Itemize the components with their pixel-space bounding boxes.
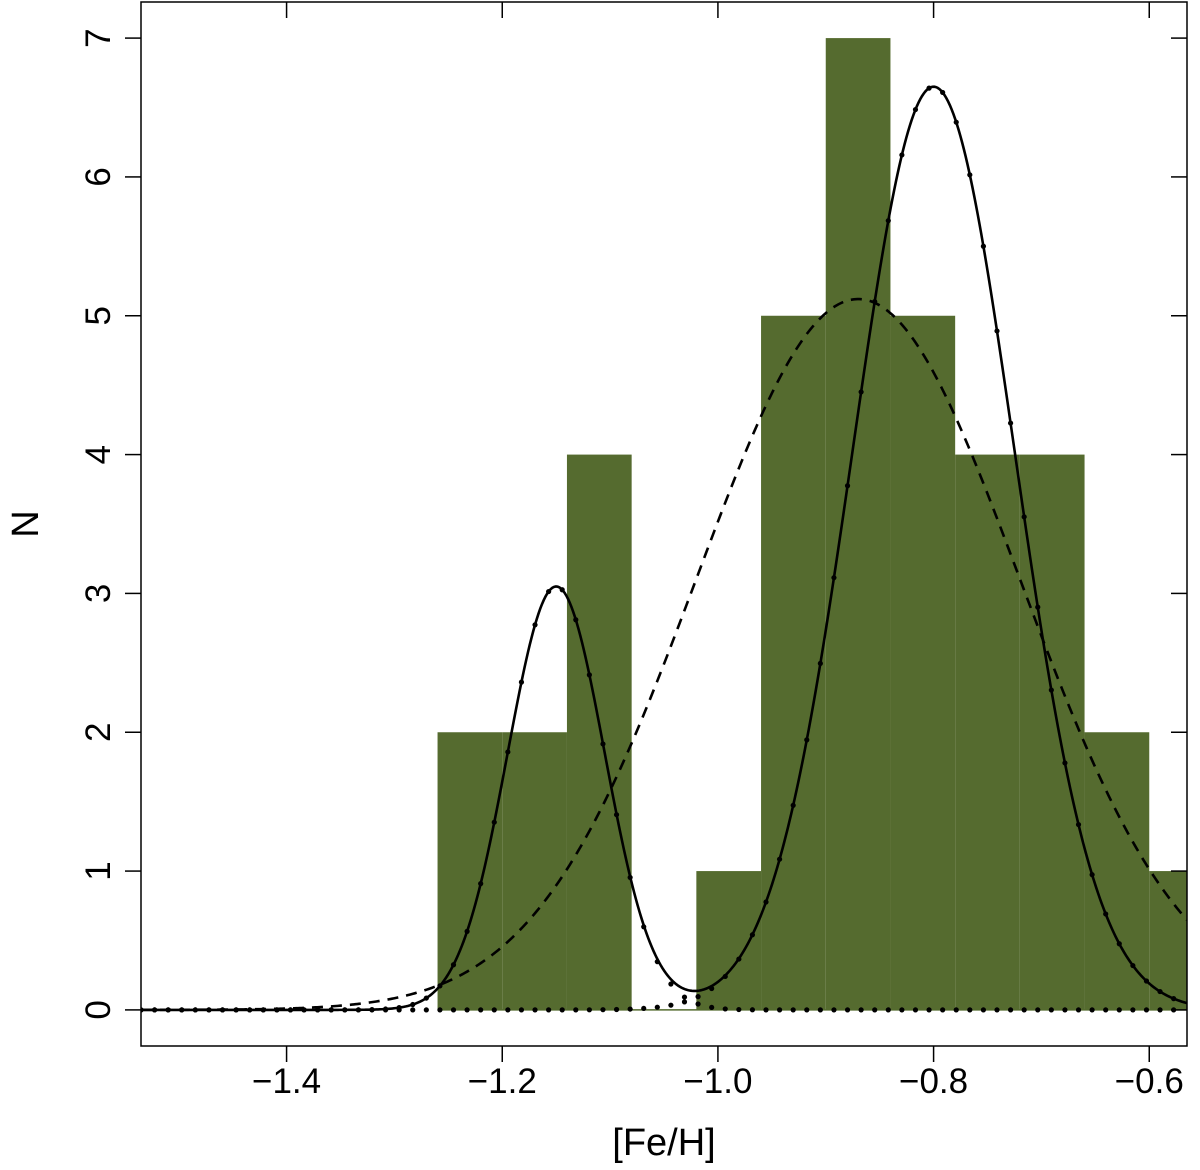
histogram-bar-1 xyxy=(502,732,567,1010)
x-tick-label: −1.2 xyxy=(468,1062,537,1101)
component-point xyxy=(681,994,688,1000)
component-point xyxy=(817,1007,823,1013)
histogram-bar-7 xyxy=(890,315,956,1010)
component-point xyxy=(1116,1007,1122,1013)
histogram-bar-11 xyxy=(1149,871,1187,1010)
component-point xyxy=(450,1007,457,1013)
component-point xyxy=(736,1006,742,1013)
component-point xyxy=(546,1007,552,1013)
component-point xyxy=(573,1007,579,1013)
component-point xyxy=(410,1007,416,1013)
component-point xyxy=(532,1007,538,1013)
x-axis-ticks: −1.4 −1.2 −1.0 −0.8 −0.6 xyxy=(252,2,1184,1101)
y-tick-label: 6 xyxy=(79,167,118,186)
y-axis-ticks: 0 1 2 3 4 5 6 7 xyxy=(79,28,1187,1020)
component-point xyxy=(478,1007,484,1013)
histogram-bars xyxy=(437,38,1187,1011)
component-point xyxy=(505,1007,511,1013)
component-point xyxy=(695,1001,701,1007)
component-point xyxy=(1021,1007,1027,1013)
component-point xyxy=(1007,1007,1014,1013)
component-point xyxy=(844,1007,851,1013)
histogram-bar-8 xyxy=(955,454,1020,1010)
component-point xyxy=(423,1007,429,1013)
y-tick-label: 3 xyxy=(79,584,118,603)
component-point xyxy=(1143,1007,1150,1013)
histogram-bar-9 xyxy=(1019,454,1085,1010)
x-axis-label: [Fe/H] xyxy=(612,1122,715,1164)
component-point xyxy=(1157,1007,1163,1013)
histogram-bar-5 xyxy=(761,315,826,1010)
component-point xyxy=(613,1006,620,1013)
component-point xyxy=(804,1007,810,1013)
x-tick-label: −0.8 xyxy=(899,1062,968,1101)
y-tick-label: 4 xyxy=(79,445,118,464)
component-point xyxy=(1103,1007,1109,1013)
component-point xyxy=(763,1007,769,1013)
component-point xyxy=(885,1007,891,1013)
y-tick-label: 0 xyxy=(79,1000,118,1019)
component-point xyxy=(1075,1007,1082,1013)
component-point xyxy=(641,1005,647,1012)
component-point xyxy=(1062,1007,1068,1013)
component-point xyxy=(654,1004,660,1010)
y-tick-label: 7 xyxy=(79,28,118,47)
histogram-bar-6 xyxy=(825,38,891,1010)
component-point xyxy=(940,1007,946,1013)
x-tick-label: −1.0 xyxy=(683,1062,752,1101)
component-point xyxy=(518,1007,525,1013)
histogram-bar-10 xyxy=(1084,732,1150,1010)
histogram-bar-2 xyxy=(566,454,632,1010)
plot-frame xyxy=(140,1,1188,1047)
component-point xyxy=(668,1002,674,1008)
component-point xyxy=(953,1007,959,1013)
component-point xyxy=(681,999,688,1005)
component-point xyxy=(1089,1007,1095,1013)
component-point xyxy=(668,981,674,987)
component-point xyxy=(831,1007,837,1013)
component-point xyxy=(627,1006,633,1012)
y-tick-label: 2 xyxy=(79,723,118,742)
x-tick-label: −0.6 xyxy=(1115,1062,1184,1101)
component-point xyxy=(899,1007,905,1013)
component-point xyxy=(722,1006,728,1012)
component-point xyxy=(776,1007,783,1013)
component-point xyxy=(709,1004,715,1011)
component-point xyxy=(1048,1007,1054,1013)
component-point xyxy=(994,1007,1000,1013)
histogram-bar-0 xyxy=(437,732,503,1010)
component-point xyxy=(559,1007,565,1013)
component-point xyxy=(790,1007,796,1013)
y-tick-label: 5 xyxy=(79,306,118,325)
component-point xyxy=(912,1007,919,1013)
y-tick-label: 1 xyxy=(79,861,118,880)
component-point xyxy=(437,1007,443,1013)
component-point xyxy=(600,1007,606,1013)
component-point xyxy=(749,1007,756,1013)
component-point xyxy=(980,1007,987,1013)
component-point xyxy=(926,1007,932,1013)
component-point xyxy=(695,994,701,1000)
bimodal-fit-line xyxy=(141,85,1187,1012)
component-point xyxy=(872,1007,878,1013)
component-point xyxy=(586,1007,592,1013)
component-point xyxy=(491,1007,497,1013)
component-point xyxy=(1130,1007,1136,1013)
y-axis-label: N xyxy=(5,510,47,537)
single-gaussian-fit-line xyxy=(141,297,1187,1012)
component-point xyxy=(464,1007,470,1013)
component-point xyxy=(967,1007,973,1013)
component-point xyxy=(858,1007,864,1013)
fit-curves xyxy=(141,85,1187,1013)
component-point xyxy=(1035,1007,1041,1013)
x-tick-label: −1.4 xyxy=(252,1062,321,1101)
